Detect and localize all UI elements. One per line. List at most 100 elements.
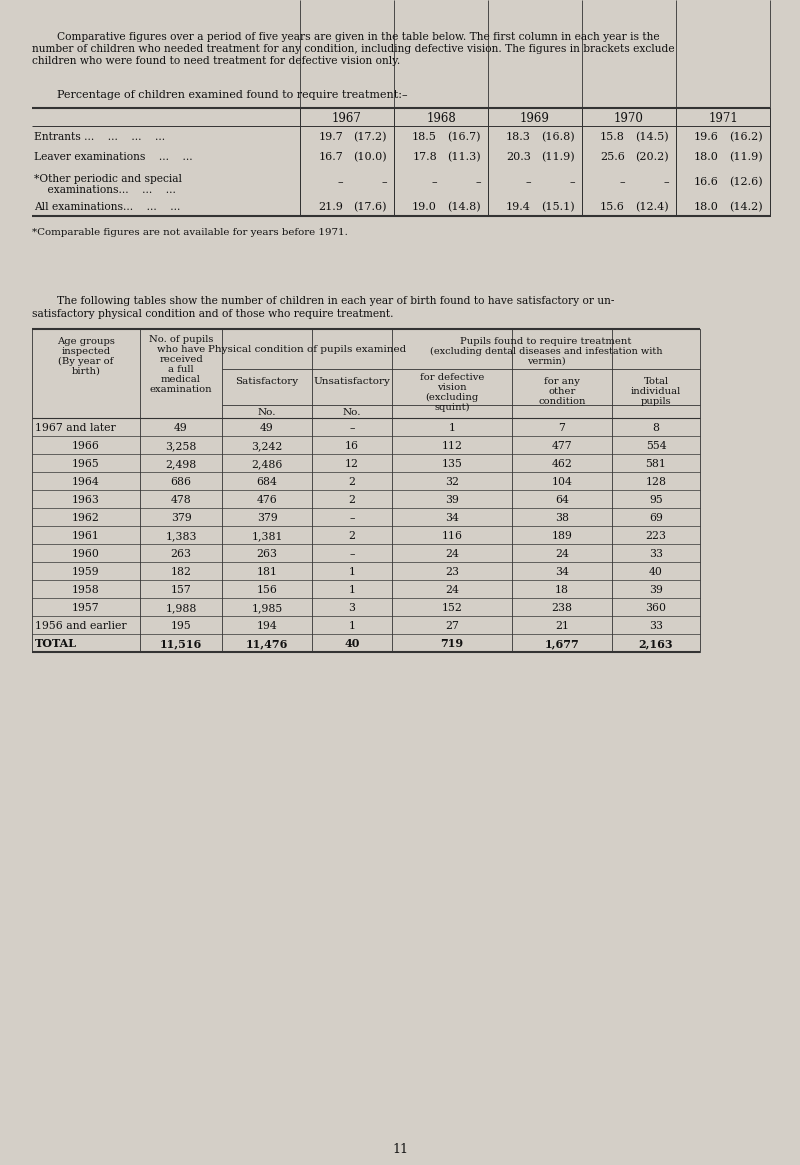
Text: –: – [619, 177, 625, 188]
Text: 477: 477 [552, 440, 572, 451]
Text: No.: No. [258, 408, 276, 417]
Text: (excluding: (excluding [426, 393, 478, 402]
Text: 1968: 1968 [426, 112, 456, 125]
Text: 27: 27 [445, 621, 459, 631]
Text: other: other [548, 387, 576, 396]
Text: 684: 684 [257, 476, 278, 487]
Text: who have: who have [157, 345, 205, 354]
Text: examination: examination [150, 384, 212, 394]
Text: inspected: inspected [62, 347, 110, 356]
Text: vermin): vermin) [526, 356, 566, 366]
Text: 194: 194 [257, 621, 278, 631]
Text: 17.8: 17.8 [412, 151, 437, 162]
Text: 1: 1 [349, 585, 355, 595]
Text: 360: 360 [646, 603, 666, 613]
Text: 1,381: 1,381 [251, 531, 282, 541]
Text: (16.2): (16.2) [730, 132, 763, 142]
Text: for any: for any [544, 377, 580, 386]
Text: 686: 686 [170, 476, 191, 487]
Text: 33: 33 [649, 621, 663, 631]
Text: 2,486: 2,486 [251, 459, 282, 468]
Text: 49: 49 [174, 423, 188, 433]
Text: 263: 263 [257, 549, 278, 559]
Text: 2: 2 [349, 476, 355, 487]
Text: 2,163: 2,163 [638, 638, 674, 649]
Text: –: – [570, 177, 575, 188]
Text: 69: 69 [649, 513, 663, 523]
Text: 8: 8 [653, 423, 659, 433]
Text: *Other periodic and special: *Other periodic and special [34, 174, 182, 184]
Text: 21: 21 [555, 621, 569, 631]
Text: 195: 195 [170, 621, 191, 631]
Text: (excluding dental diseases and infestation with: (excluding dental diseases and infestati… [430, 347, 662, 356]
Text: 15.6: 15.6 [600, 202, 625, 212]
Text: 1956 and earlier: 1956 and earlier [35, 621, 126, 631]
Text: Comparative figures over a period of five years are given in the table below. Th: Comparative figures over a period of fiv… [57, 31, 660, 42]
Text: 1958: 1958 [72, 585, 100, 595]
Text: 23: 23 [445, 567, 459, 577]
Text: 128: 128 [646, 476, 666, 487]
Text: 1,985: 1,985 [251, 603, 282, 613]
Text: 554: 554 [646, 440, 666, 451]
Text: 1959: 1959 [72, 567, 100, 577]
Text: 1970: 1970 [614, 112, 644, 125]
Text: All examinations...    ...    ...: All examinations... ... ... [34, 202, 180, 212]
Text: The following tables show the number of children in each year of birth found to : The following tables show the number of … [57, 296, 614, 306]
Text: No. of pupils: No. of pupils [149, 336, 213, 344]
Text: 581: 581 [646, 459, 666, 468]
Text: –: – [382, 177, 387, 188]
Text: 116: 116 [442, 531, 462, 541]
Text: 39: 39 [445, 495, 459, 504]
Text: 34: 34 [445, 513, 459, 523]
Text: 462: 462 [551, 459, 573, 468]
Text: 2: 2 [349, 531, 355, 541]
Text: 49: 49 [260, 423, 274, 433]
Text: children who were found to need treatment for defective vision only.: children who were found to need treatmen… [32, 56, 400, 66]
Text: satisfactory physical condition and of those who require treatment.: satisfactory physical condition and of t… [32, 309, 394, 319]
Text: 263: 263 [170, 549, 191, 559]
Text: –: – [526, 177, 531, 188]
Text: 33: 33 [649, 549, 663, 559]
Text: 1: 1 [349, 621, 355, 631]
Text: received: received [159, 355, 203, 363]
Text: (11.9): (11.9) [542, 151, 575, 162]
Text: examinations...    ...    ...: examinations... ... ... [34, 184, 176, 195]
Text: –: – [431, 177, 437, 188]
Text: 24: 24 [445, 549, 459, 559]
Text: 24: 24 [555, 549, 569, 559]
Text: 1,383: 1,383 [166, 531, 197, 541]
Text: –: – [350, 423, 354, 433]
Text: a full: a full [168, 365, 194, 374]
Text: Entrants ...    ...    ...    ...: Entrants ... ... ... ... [34, 132, 165, 142]
Text: 18.5: 18.5 [412, 132, 437, 142]
Text: (20.2): (20.2) [635, 151, 669, 162]
Text: 181: 181 [257, 567, 278, 577]
Text: 15.8: 15.8 [600, 132, 625, 142]
Text: 32: 32 [445, 476, 459, 487]
Text: 3,258: 3,258 [166, 440, 197, 451]
Text: 16.7: 16.7 [318, 151, 343, 162]
Text: 1: 1 [349, 567, 355, 577]
Text: 1,677: 1,677 [545, 638, 579, 649]
Text: 95: 95 [649, 495, 663, 504]
Text: 20.3: 20.3 [506, 151, 531, 162]
Text: 135: 135 [442, 459, 462, 468]
Text: birth): birth) [71, 367, 101, 376]
Text: 25.6: 25.6 [600, 151, 625, 162]
Text: 182: 182 [170, 567, 191, 577]
Text: 1961: 1961 [72, 531, 100, 541]
Text: (17.2): (17.2) [354, 132, 387, 142]
Text: (10.0): (10.0) [354, 151, 387, 162]
Text: 19.7: 19.7 [318, 132, 343, 142]
Text: TOTAL: TOTAL [35, 638, 77, 649]
Text: 18: 18 [555, 585, 569, 595]
Text: number of children who needed treatment for any condition, including defective v: number of children who needed treatment … [32, 44, 674, 54]
Text: (14.2): (14.2) [730, 202, 763, 212]
Text: 112: 112 [442, 440, 462, 451]
Text: 38: 38 [555, 513, 569, 523]
Text: 104: 104 [551, 476, 573, 487]
Text: 24: 24 [445, 585, 459, 595]
Text: 152: 152 [442, 603, 462, 613]
Text: 12: 12 [345, 459, 359, 468]
Text: 1965: 1965 [72, 459, 100, 468]
